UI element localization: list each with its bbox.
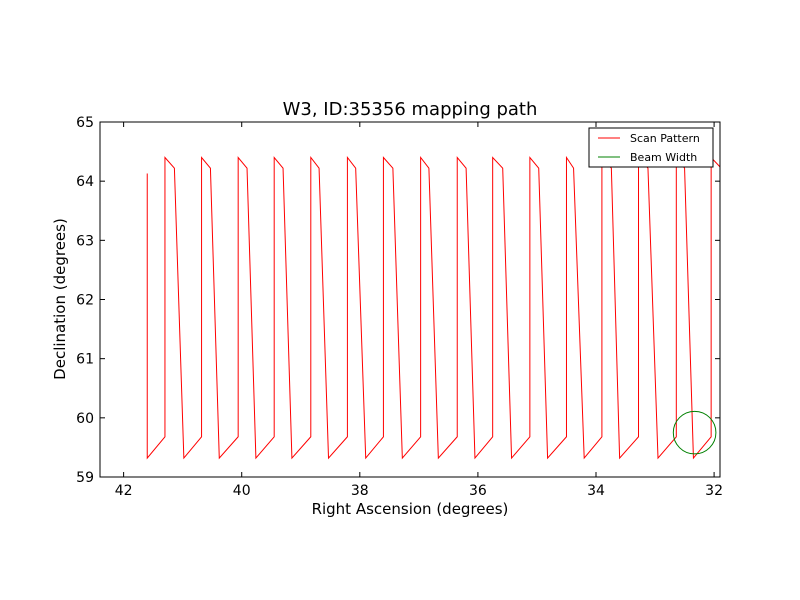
scan-pattern-line bbox=[146, 155, 720, 460]
y-axis-ticks: 59 60 61 62 63 64 65 bbox=[76, 115, 720, 486]
legend: Scan Pattern Beam Width bbox=[588, 127, 714, 168]
x-axis-label: Right Ascension (degrees) bbox=[312, 500, 509, 518]
beam-width-circle bbox=[672, 410, 717, 455]
legend-box bbox=[588, 127, 714, 168]
y-tick-label: 59 bbox=[76, 470, 94, 486]
y-tick-label: 64 bbox=[76, 174, 94, 190]
y-tick-label: 60 bbox=[76, 411, 94, 427]
y-tick-label: 65 bbox=[76, 115, 94, 131]
x-tick-label: 40 bbox=[233, 483, 251, 499]
y-tick-label: 63 bbox=[76, 233, 94, 249]
chart-title: W3, ID:35356 mapping path bbox=[283, 99, 538, 120]
x-tick-label: 34 bbox=[587, 483, 605, 499]
x-tick-label: 42 bbox=[115, 483, 133, 499]
x-tick-label: 32 bbox=[705, 483, 723, 499]
x-tick-label: 36 bbox=[469, 483, 487, 499]
y-tick-label: 62 bbox=[76, 293, 94, 309]
legend-beam-label: Beam Width bbox=[630, 151, 697, 164]
plot-area bbox=[146, 155, 720, 460]
y-axis-label: Declination (degrees) bbox=[51, 218, 69, 380]
plot-frame bbox=[99, 121, 721, 478]
x-axis-ticks: 42 40 38 36 34 32 bbox=[115, 122, 723, 499]
x-tick-label: 38 bbox=[351, 483, 369, 499]
legend-scan-label: Scan Pattern bbox=[630, 132, 700, 145]
y-tick-label: 61 bbox=[76, 352, 94, 368]
